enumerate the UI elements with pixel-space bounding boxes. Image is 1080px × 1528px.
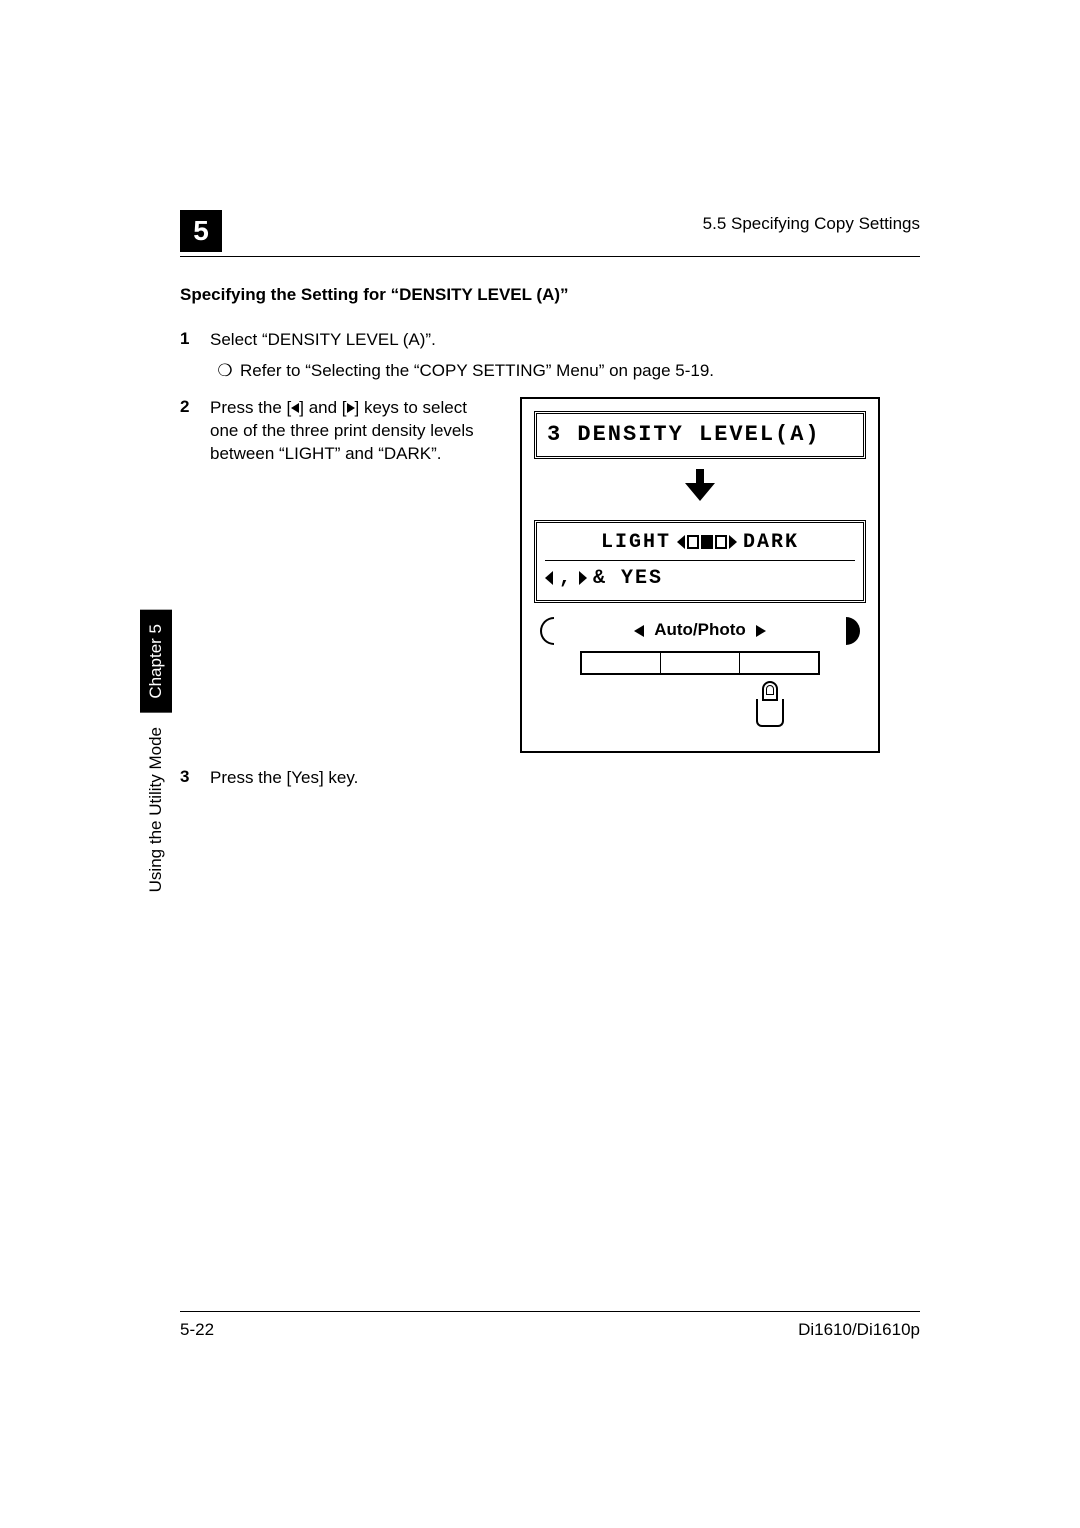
- lcd2-row1: LIGHT DARK: [545, 529, 855, 556]
- step-body: Select “DENSITY LEVEL (A)”. ❍ Refer to “…: [210, 329, 920, 383]
- lcd2-dark-label: DARK: [743, 529, 799, 556]
- step-2: 2 Press the [] and [] keys to select one…: [180, 397, 920, 754]
- density-seg: [701, 535, 713, 549]
- page-footer: 5-22 Di1610/Di1610p: [180, 1311, 920, 1340]
- model-label: Di1610/Di1610p: [798, 1320, 920, 1340]
- page-number: 5-22: [180, 1320, 214, 1340]
- density-seg: [687, 535, 699, 549]
- chapter-badge: 5: [180, 210, 222, 252]
- step-number: 2: [180, 397, 210, 754]
- page: 5 5.5 Specifying Copy Settings Specifyin…: [0, 0, 1080, 1528]
- bullet-mark: ❍: [210, 360, 240, 383]
- content-area: 5 5.5 Specifying Copy Settings Specifyin…: [180, 210, 920, 804]
- step-1-sub: ❍ Refer to “Selecting the “COPY SETTING”…: [210, 360, 920, 383]
- step-1-text: Select “DENSITY LEVEL (A)”.: [210, 330, 436, 349]
- step-body: Press the [] and [] keys to select one o…: [210, 397, 920, 754]
- lcd-screen-1: 3 DENSITY LEVEL(A): [534, 411, 866, 459]
- density-scale-bar: [580, 651, 820, 675]
- step-number: 3: [180, 767, 210, 790]
- left-arrow-icon: [634, 625, 644, 637]
- panel-row: Auto/Photo: [534, 617, 866, 645]
- step-3: 3 Press the [Yes] key.: [180, 767, 920, 790]
- step-1-sub-text: Refer to “Selecting the “COPY SETTING” M…: [240, 360, 714, 383]
- dark-indicator-icon: [846, 617, 860, 645]
- page-header: 5 5.5 Specifying Copy Settings: [180, 210, 920, 257]
- auto-photo-text: Auto/Photo: [654, 619, 746, 642]
- header-breadcrumb: 5.5 Specifying Copy Settings: [703, 210, 920, 234]
- lcd1-text: 3 DENSITY LEVEL(A): [547, 420, 853, 450]
- arrow-down-icon: [534, 469, 866, 510]
- steps-list: 1 Select “DENSITY LEVEL (A)”. ❍ Refer to…: [180, 329, 920, 790]
- auto-photo-label: Auto/Photo: [634, 619, 766, 642]
- side-tab: Chapter 5 Using the Utility Mode: [138, 610, 174, 906]
- nav-right-icon: [579, 571, 587, 585]
- lcd-screen-2: LIGHT DARK: [534, 520, 866, 603]
- step-1: 1 Select “DENSITY LEVEL (A)”. ❍ Refer to…: [180, 329, 920, 383]
- density-right-icon: [729, 535, 737, 549]
- density-left-icon: [677, 535, 685, 549]
- step-2-pre: Press the [: [210, 398, 291, 417]
- step-2-mid: ] and [: [299, 398, 346, 417]
- lcd2-yes-label: & YES: [593, 565, 663, 592]
- lcd2-light-label: LIGHT: [601, 529, 671, 556]
- density-seg: [715, 535, 727, 549]
- step-3-text: Press the [Yes] key.: [210, 768, 358, 787]
- finger-press-icon: [534, 681, 866, 734]
- lcd2-row2: , & YES: [545, 560, 855, 592]
- step-body: Press the [Yes] key.: [210, 767, 920, 790]
- step-number: 1: [180, 329, 210, 383]
- side-tab-title: Using the Utility Mode: [146, 713, 166, 906]
- right-arrow-icon: [756, 625, 766, 637]
- lcd-diagram: 3 DENSITY LEVEL(A) LIGHT: [520, 397, 880, 754]
- step-2-text: Press the [] and [] keys to select one o…: [210, 397, 490, 466]
- section-title: Specifying the Setting for “DENSITY LEVE…: [180, 285, 920, 305]
- light-indicator-icon: [540, 617, 554, 645]
- nav-left-icon: [545, 571, 553, 585]
- right-arrow-icon: [347, 403, 355, 413]
- density-bar: [677, 535, 737, 549]
- side-tab-chapter: Chapter 5: [140, 610, 172, 713]
